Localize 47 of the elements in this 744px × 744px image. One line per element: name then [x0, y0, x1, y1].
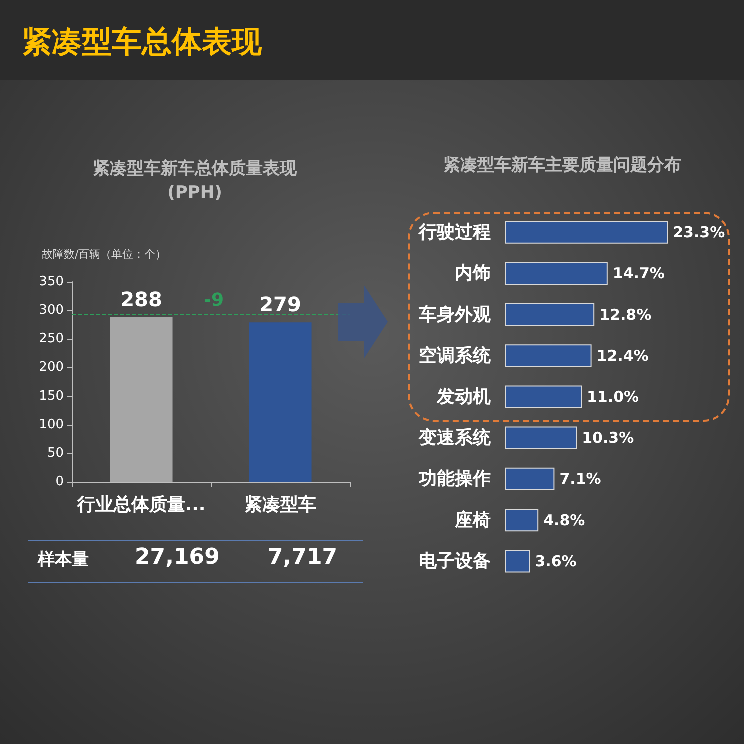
data-label: 12.4% — [596, 346, 649, 365]
bar — [505, 426, 578, 450]
data-label: 10.3% — [582, 429, 634, 448]
data-label: 3.6% — [535, 552, 577, 570]
data-label: 288 — [120, 287, 162, 312]
y-tick-label: 0 — [56, 474, 64, 490]
y-tick-label: 变速系统 — [418, 428, 492, 449]
y-tick-label: 250 — [39, 332, 64, 347]
y-axis-title: 故障数/百辆（单位：个） — [42, 248, 167, 261]
bar — [505, 303, 595, 326]
text: 样本量 — [38, 549, 89, 571]
bar — [505, 344, 592, 368]
bar — [505, 550, 530, 573]
data-label: 4.8% — [544, 511, 586, 530]
y-tick-label: 车身外观 — [418, 304, 492, 326]
text: 7,717 — [268, 545, 338, 570]
bar — [505, 468, 555, 491]
x-tick-label: 紧凑型车 — [244, 494, 316, 516]
chart-title: 紧凑型车新车主要质量问题分布 — [444, 156, 682, 176]
data-label: 12.8% — [600, 306, 652, 324]
y-tick-label: 50 — [47, 446, 64, 461]
y-tick-label: 空调系统 — [419, 345, 492, 366]
y-tick-label: 电子设备 — [419, 550, 491, 572]
y-tick-label: 内饰 — [455, 263, 491, 284]
data-label: 279 — [260, 292, 302, 317]
data-label: 14.7% — [612, 264, 665, 283]
bar — [505, 262, 608, 285]
y-tick-label: 功能操作 — [418, 468, 491, 490]
y-tick-label: 150 — [39, 388, 64, 404]
x-tick-label: 行业总体质量... — [76, 494, 206, 516]
y-tick-label: 350 — [39, 274, 64, 290]
y-tick-label: 100 — [39, 417, 64, 432]
chart-title: 紧凑型车新车总体质量表现 (PPH) — [93, 159, 298, 203]
y-tick-label: 座椅 — [454, 510, 491, 531]
y-tick-label: 300 — [39, 303, 64, 318]
y-tick-label: 发动机 — [436, 386, 491, 408]
data-label: 23.3% — [673, 224, 726, 242]
text: 27,169 — [135, 545, 220, 570]
annotation: -9 — [204, 290, 224, 311]
bar — [505, 386, 582, 408]
text: 紧凑型车总体表现 — [22, 24, 262, 62]
y-tick-label: 行驶过程 — [418, 222, 491, 244]
y-tick-label: 200 — [39, 360, 64, 376]
bar — [505, 509, 539, 532]
data-label: 7.1% — [560, 470, 602, 488]
bar — [505, 221, 668, 244]
data-label: 11.0% — [587, 388, 640, 406]
